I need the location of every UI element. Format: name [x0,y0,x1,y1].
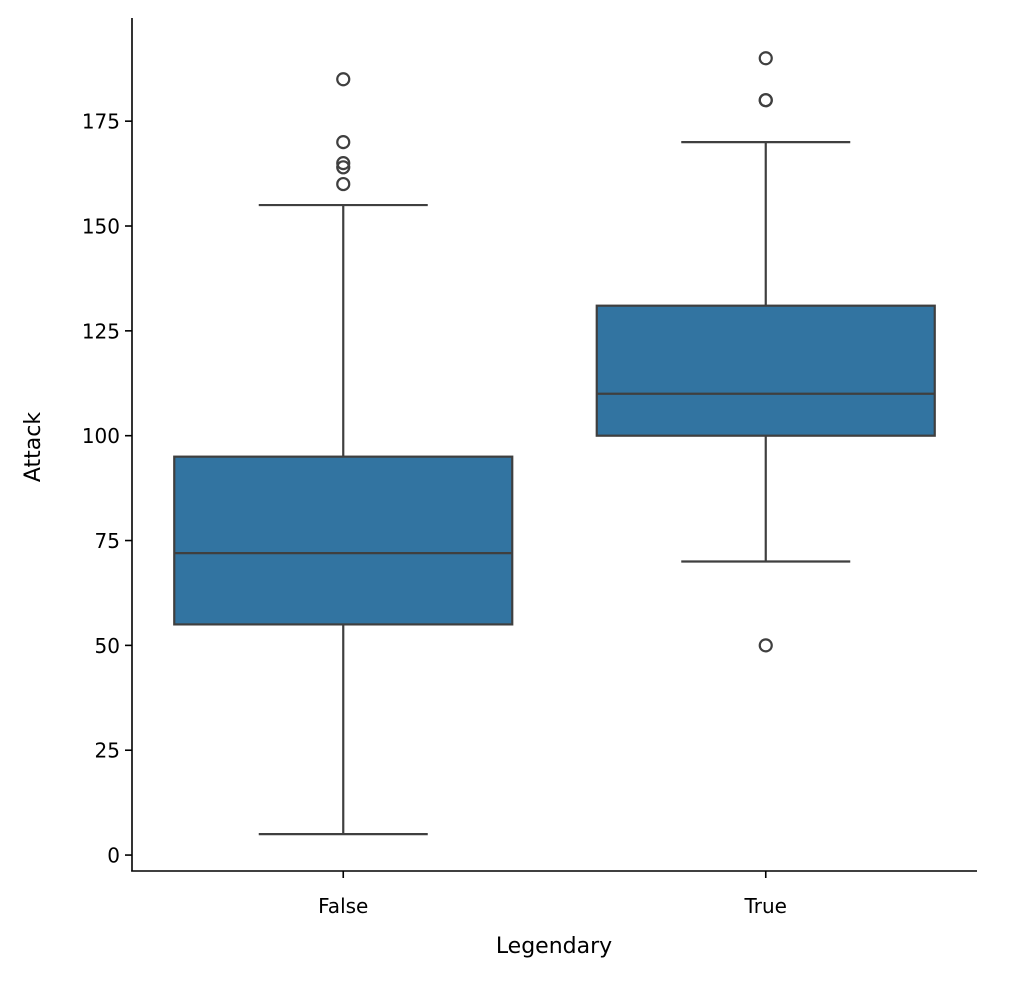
outlier-point [758,93,773,108]
box-true [595,304,936,437]
y-tick-label: 175 [82,110,120,134]
outlier-point [336,156,351,171]
y-tick-label: 150 [82,215,120,239]
box-false [173,455,514,626]
outlier-point [336,176,351,192]
y-tick-label: 75 [95,529,120,553]
outlier-point [336,135,351,150]
x-tick-label: True [744,894,787,918]
outlier-point [758,51,773,66]
y-axis-label: Attack [21,412,46,482]
outlier-point [336,160,351,175]
y-tick-label: 0 [107,844,120,868]
outlier-point [336,72,351,87]
x-axis-label: Legendary [496,934,612,959]
outlier-point [758,638,773,653]
y-tick-label: 25 [95,739,120,763]
x-tick-label: False [318,894,368,918]
y-tick-label: 125 [82,319,120,343]
y-tick-label: 50 [95,634,120,658]
y-tick-label: 100 [82,424,120,448]
